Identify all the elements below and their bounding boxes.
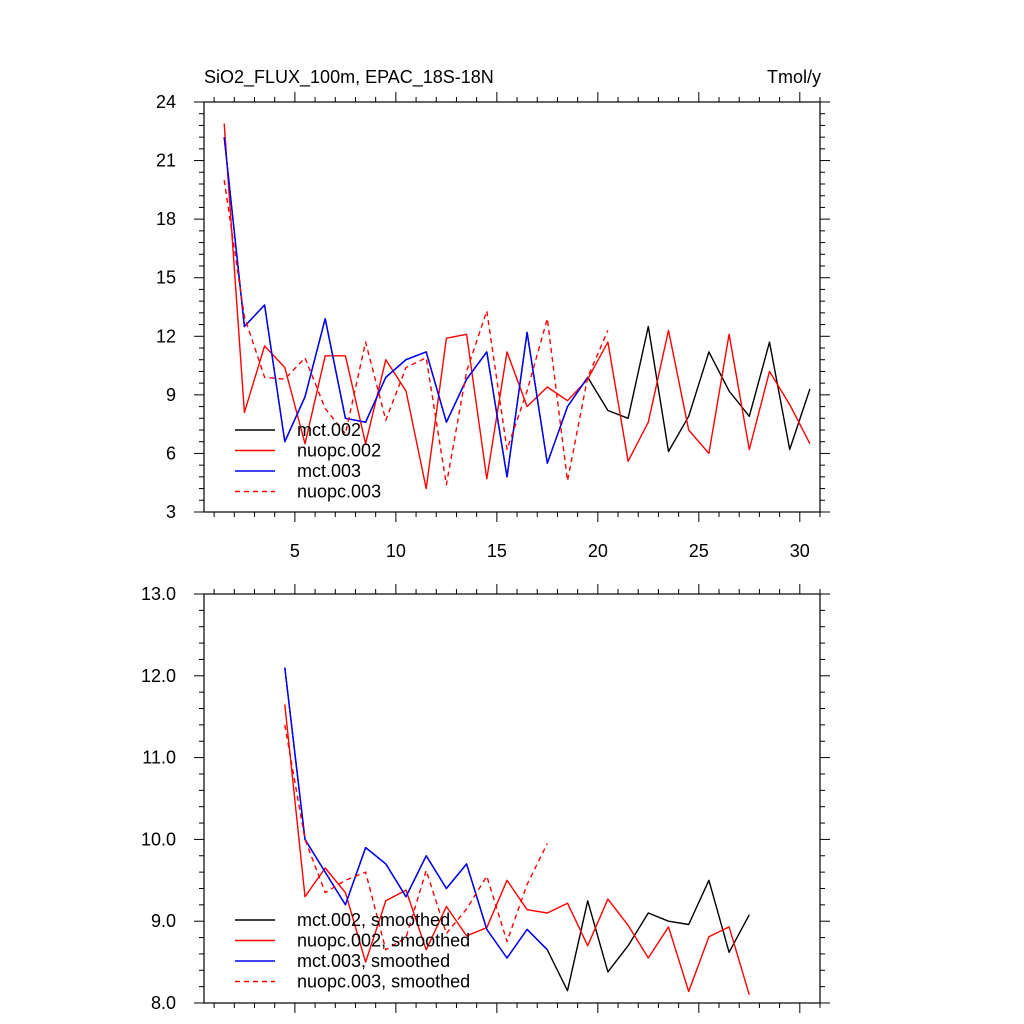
- legend-label: nuopc.003: [297, 482, 381, 502]
- x-tick-label: 5: [290, 541, 300, 561]
- chart-title: SiO2_FLUX_100m, EPAC_18S-18N: [204, 67, 494, 88]
- plot-frame: [203, 101, 821, 513]
- series-line-3: [284, 667, 548, 959]
- top-panel: 5 10 15 20 25 30 3 6 9 12 15 18 21 24 mct.002nuopc.002…: [156, 92, 830, 561]
- y-tick-label: 9: [166, 385, 176, 405]
- legend-label: nuopc.002: [297, 441, 381, 461]
- y-tick-label: 15: [156, 268, 176, 288]
- series-line-4: [284, 724, 548, 951]
- series-line-3: [223, 137, 589, 478]
- legend-label: mct.002: [297, 420, 361, 440]
- y-tick-label: 10.0: [141, 829, 176, 849]
- legend-label: mct.003: [297, 461, 361, 481]
- y-tick-label: 12.0: [141, 666, 176, 686]
- y-tick-label: 24: [156, 92, 176, 112]
- series-line-2: [223, 123, 811, 490]
- x-tick-label: 10: [386, 541, 406, 561]
- series-line-2: [284, 704, 750, 995]
- legend-label: nuopc.002, smoothed: [297, 931, 470, 951]
- plot-frame: [203, 593, 821, 1004]
- legend-label: nuopc.003, smoothed: [297, 972, 470, 992]
- legend-label: mct.003, smoothed: [297, 951, 450, 971]
- x-tick-label: 25: [689, 541, 709, 561]
- x-tick-label: 30: [790, 541, 810, 561]
- x-tick-label: 20: [588, 541, 608, 561]
- y-tick-label: 9.0: [151, 911, 176, 931]
- units-label: Tmol/y: [767, 67, 821, 87]
- y-tick-label: 8.0: [151, 993, 176, 1013]
- y-tick-label: 12: [156, 326, 176, 346]
- x-tick-label: 15: [487, 541, 507, 561]
- series-line-4: [223, 179, 609, 486]
- legend-label: mct.002, smoothed: [297, 910, 450, 930]
- y-tick-label: 3: [166, 502, 176, 522]
- y-tick-label: 13.0: [141, 584, 176, 604]
- y-tick-label: 11.0: [142, 748, 176, 768]
- y-tick-label: 21: [156, 151, 176, 171]
- y-tick-label: 6: [166, 443, 176, 463]
- y-tick-label: 18: [156, 209, 176, 229]
